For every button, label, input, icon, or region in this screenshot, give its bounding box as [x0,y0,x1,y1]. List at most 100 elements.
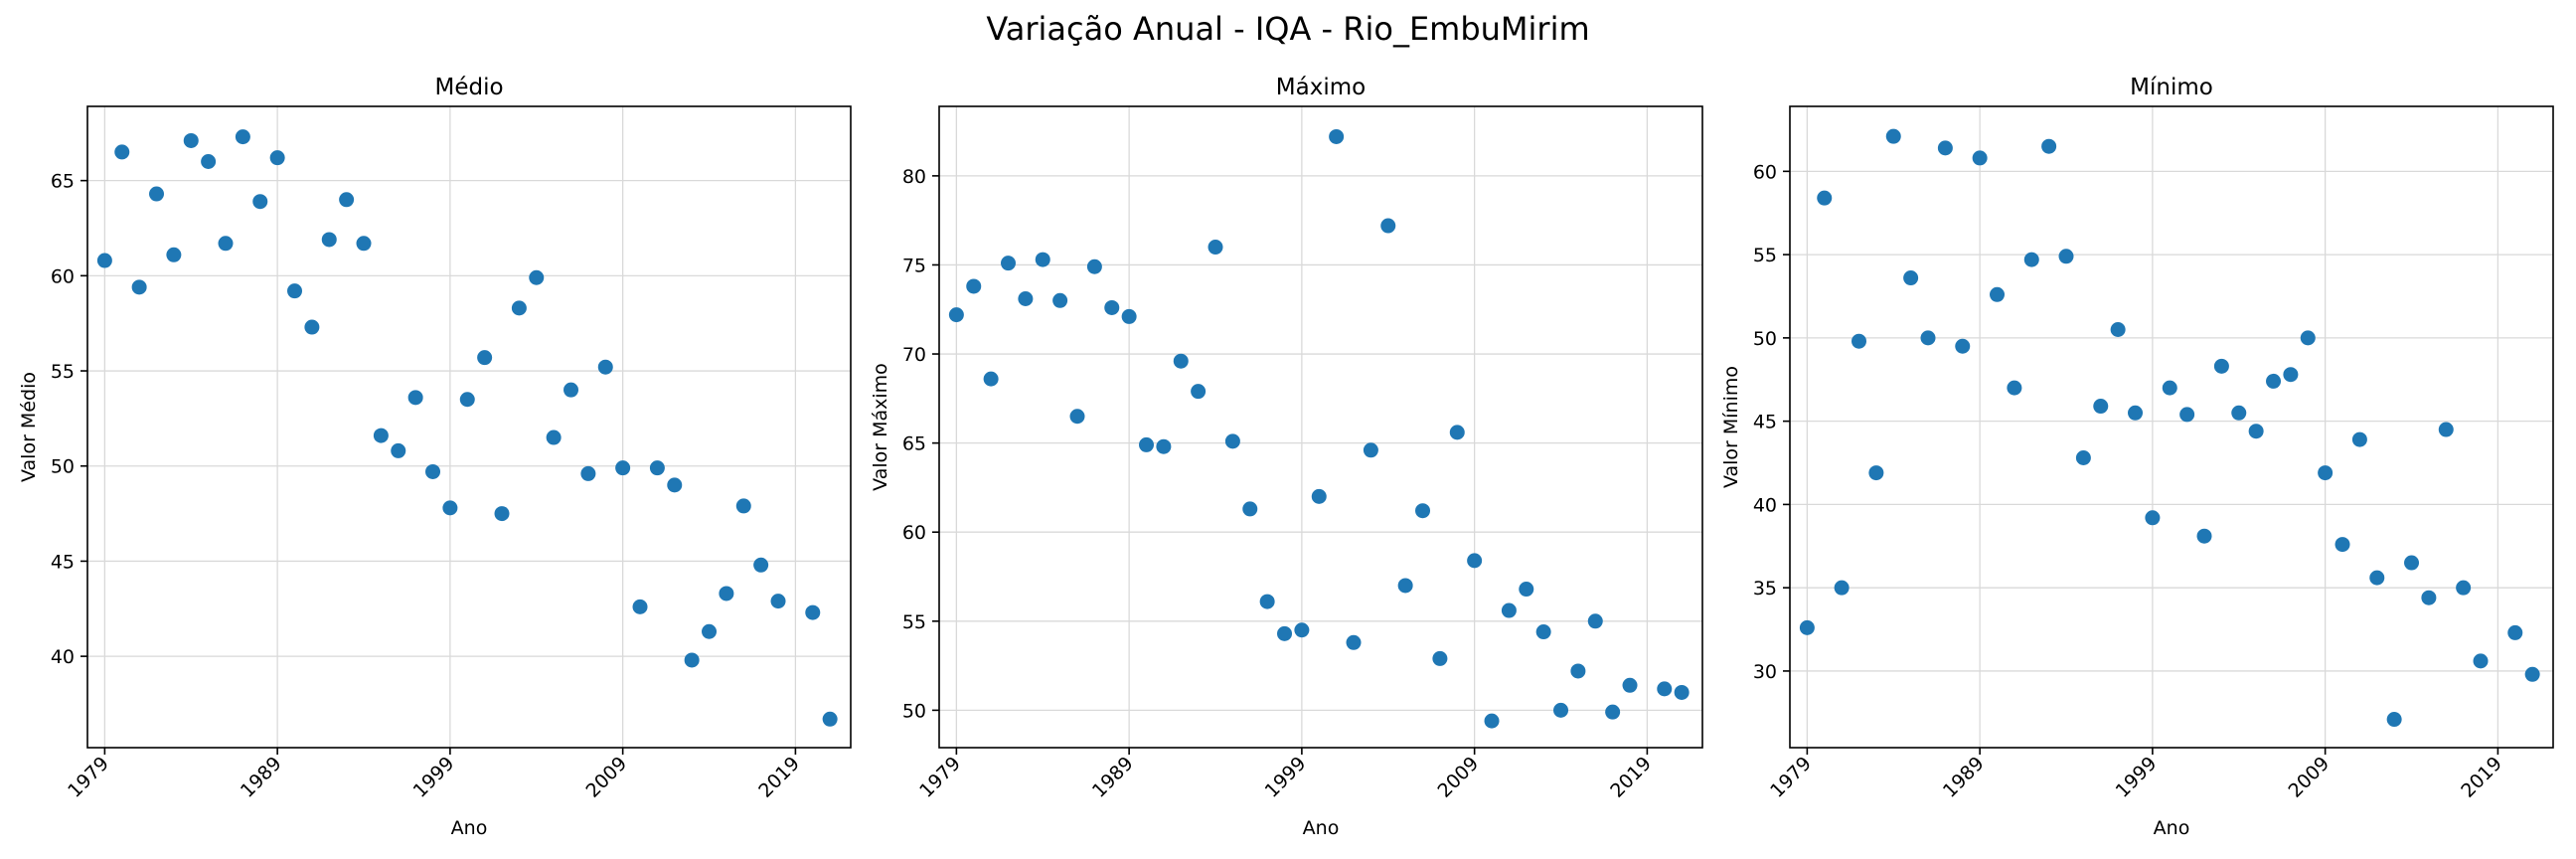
minimo-data-point [2007,380,2022,396]
minimo-data-point [1834,580,1850,596]
medio-data-point [235,129,250,145]
minimo-data-point [2456,580,2472,596]
maximo-data-point [1052,292,1068,308]
maximo-data-point [1432,650,1448,666]
medio-data-point [391,442,406,458]
medio-data-point [201,154,217,170]
medio-data-point [511,300,527,316]
maximo-data-point [1069,409,1085,425]
minimo-data-point [2351,431,2367,447]
minimo-data-point [2162,380,2177,396]
medio-data-point [407,390,423,406]
minimo-data-point [2334,537,2350,553]
medio-data-point [753,557,769,573]
medio-data-point [805,604,821,620]
maximo-data-point [1156,438,1172,454]
panel-maximo: 50 55 60 65 70 75 80 1979 1989 1999 2009 2019 Máximo… [870,75,1703,839]
medio-data-point [615,460,631,476]
minimo-data-point [1799,619,1815,635]
medio-data-point [529,269,545,285]
maximo-y-tick-label: 75 [902,255,926,276]
minimo-data-point [2266,373,2282,389]
maximo-data-point [1380,218,1396,234]
medio-data-point [494,506,510,522]
maximo-data-point [1104,299,1120,315]
maximo-data-point [1467,553,1483,569]
minimo-data-point [1885,128,1901,144]
medio-y-tick-label: 40 [51,646,75,668]
maximo-axes-frame [938,105,1703,749]
maximo-data-point [1277,625,1293,641]
medio-panel-title: Médio [434,75,503,100]
medio-data-point [580,465,596,481]
medio-y-tick-label: 50 [51,456,75,478]
maximo-y-tick-label: 55 [902,611,926,633]
maximo-data-point [1259,594,1275,609]
minimo-data-point [2507,624,2523,640]
minimo-data-point [2386,712,2402,728]
maximo-data-point [1657,681,1673,697]
minimo-data-point [2093,399,2109,415]
medio-data-point [304,319,320,335]
medio-data-point [356,236,372,252]
maximo-data-point [1224,433,1240,449]
maximo-data-point [1449,425,1465,440]
minimo-data-point [2283,367,2299,383]
maximo-x-tick-label: 2019 [1606,753,1656,802]
maximo-data-point [1363,442,1378,458]
maximo-data-point [1397,578,1413,594]
medio-data-point [822,711,838,727]
minimo-data-point [2438,422,2454,437]
medio-data-point [321,232,337,248]
maximo-x-tick-label: 1989 [1088,753,1138,802]
minimo-data-point [1817,190,1833,206]
maximo-data-point [1587,613,1603,629]
minimo-y-tick-label: 40 [1753,494,1777,516]
maximo-x-axis-label: Ano [1303,817,1340,839]
medio-data-point [425,463,441,479]
minimo-data-point [2196,528,2212,544]
minimo-data-point [1852,333,1867,349]
minimo-y-tick-label: 45 [1753,412,1777,433]
minimo-data-point [2369,570,2385,586]
minimo-y-tick-label: 35 [1753,578,1777,600]
medio-data-point [597,359,613,375]
minimo-x-tick-label: 1989 [1939,753,1989,802]
minimo-data-point [2421,590,2437,605]
medio-data-point [252,194,268,210]
minimo-data-point [2110,321,2126,337]
panel-minimo: 30 35 40 45 50 55 60 1979 1989 1999 2009 2019 Mínimo… [1720,75,2554,839]
maximo-data-point [1674,684,1690,700]
minimo-x-axis-label: Ano [2154,817,2190,839]
medio-data-point [564,382,579,398]
minimo-axes-frame [1789,105,2554,749]
medio-data-point [269,150,285,166]
maximo-y-axis-label: Valor Máximo [870,363,891,491]
maximo-data-point [1535,624,1551,640]
minimo-data-point [1868,465,1884,481]
medio-data-point [149,186,165,202]
medio-data-point [702,623,718,639]
maximo-data-point [1415,503,1431,519]
maximo-data-point [1605,704,1621,720]
medio-data-point [166,247,182,262]
maximo-data-point [948,307,964,323]
medio-data-point [719,586,734,601]
medio-data-point [546,430,562,445]
minimo-data-point [2213,358,2229,374]
maximo-data-point [1311,488,1327,504]
minimo-y-tick-label: 55 [1753,245,1777,266]
minimo-data-point [2300,330,2316,346]
maximo-y-tick-label: 65 [902,433,926,455]
panel-medio: 40 45 50 55 60 65 1979 1989 1999 2009 2019 Médio Ano… [18,75,852,839]
maximo-data-point [1001,256,1017,271]
medio-data-point [183,132,199,148]
minimo-data-point [2145,510,2161,526]
minimo-data-point [2404,555,2420,571]
medio-data-point [442,500,458,516]
minimo-data-point [1937,140,1953,156]
medio-data-point [684,652,700,668]
minimo-data-point [2473,653,2489,669]
minimo-data-point [2524,666,2540,682]
medio-y-tick-label: 65 [51,171,75,193]
